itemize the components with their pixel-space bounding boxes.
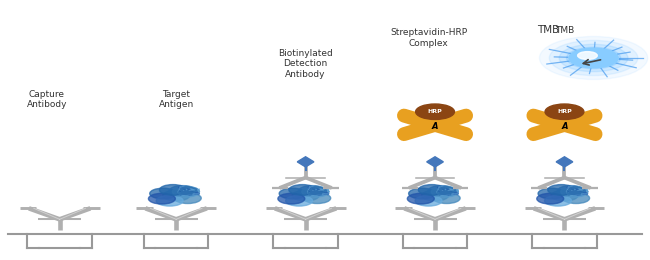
Circle shape — [551, 190, 578, 201]
Circle shape — [289, 185, 316, 195]
Circle shape — [174, 193, 202, 204]
Circle shape — [285, 195, 313, 206]
Polygon shape — [556, 157, 573, 167]
Circle shape — [156, 195, 183, 206]
Circle shape — [278, 193, 305, 204]
Text: HRP: HRP — [428, 109, 443, 114]
Polygon shape — [297, 157, 314, 167]
Circle shape — [549, 40, 638, 76]
Circle shape — [169, 186, 196, 196]
Circle shape — [540, 36, 647, 80]
Circle shape — [162, 190, 190, 201]
Circle shape — [431, 186, 458, 197]
Circle shape — [545, 195, 571, 206]
Circle shape — [280, 188, 306, 199]
Circle shape — [415, 104, 454, 119]
Circle shape — [422, 190, 448, 201]
Text: HRP: HRP — [557, 109, 572, 114]
Circle shape — [567, 47, 621, 69]
Circle shape — [578, 52, 597, 60]
Circle shape — [292, 190, 319, 201]
Circle shape — [304, 193, 331, 204]
Polygon shape — [426, 157, 443, 167]
Circle shape — [563, 193, 590, 204]
Text: TMB: TMB — [537, 25, 560, 35]
Circle shape — [559, 44, 628, 72]
Circle shape — [148, 193, 176, 204]
Circle shape — [409, 188, 436, 199]
Circle shape — [302, 186, 329, 197]
Text: A: A — [561, 122, 567, 131]
Circle shape — [545, 104, 584, 119]
Circle shape — [172, 186, 200, 197]
Circle shape — [159, 185, 187, 195]
Text: TMB: TMB — [555, 26, 574, 35]
Circle shape — [558, 186, 584, 196]
Circle shape — [433, 193, 460, 204]
Text: Capture
Antibody: Capture Antibody — [27, 90, 67, 109]
Circle shape — [561, 186, 588, 197]
Circle shape — [428, 186, 455, 196]
Circle shape — [150, 188, 177, 199]
Text: Biotinylated
Detection
Antibody: Biotinylated Detection Antibody — [278, 49, 333, 79]
Circle shape — [537, 193, 564, 204]
Text: Target
Antigen: Target Antigen — [159, 90, 194, 109]
Circle shape — [408, 193, 434, 204]
Circle shape — [538, 188, 565, 199]
Text: A: A — [432, 122, 438, 131]
Circle shape — [419, 185, 445, 195]
Circle shape — [548, 185, 575, 195]
Text: Streptavidin-HRP
Complex: Streptavidin-HRP Complex — [390, 28, 467, 48]
Circle shape — [298, 186, 326, 196]
Circle shape — [415, 195, 442, 206]
Circle shape — [569, 48, 618, 68]
